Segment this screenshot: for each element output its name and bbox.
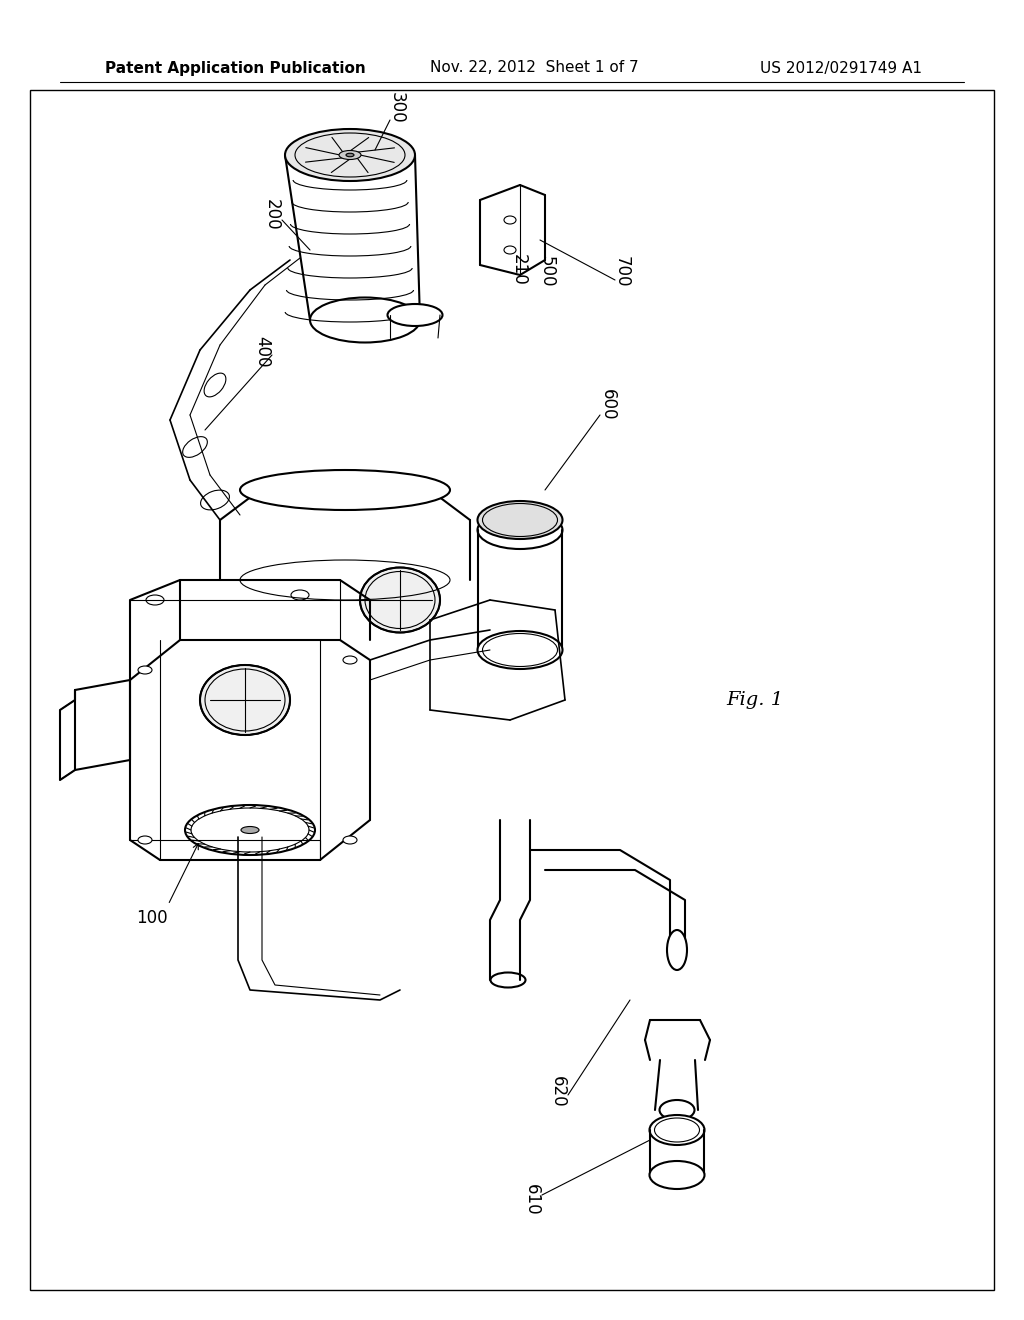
Text: Patent Application Publication: Patent Application Publication (105, 61, 366, 75)
Ellipse shape (138, 667, 152, 675)
Ellipse shape (659, 1100, 694, 1119)
Text: 210: 210 (510, 255, 528, 286)
Ellipse shape (339, 150, 361, 160)
Ellipse shape (310, 297, 420, 342)
Text: 600: 600 (599, 389, 617, 421)
Text: Fig. 1: Fig. 1 (726, 690, 783, 709)
Ellipse shape (387, 304, 442, 326)
Text: 620: 620 (549, 1076, 567, 1107)
Ellipse shape (360, 568, 440, 632)
Text: US 2012/0291749 A1: US 2012/0291749 A1 (760, 61, 922, 75)
Text: 300: 300 (388, 92, 406, 124)
Text: Nov. 22, 2012  Sheet 1 of 7: Nov. 22, 2012 Sheet 1 of 7 (430, 61, 639, 75)
Ellipse shape (346, 153, 354, 157)
Text: 700: 700 (613, 256, 631, 288)
Ellipse shape (343, 656, 357, 664)
Text: 610: 610 (523, 1184, 541, 1216)
Text: 500: 500 (538, 256, 556, 288)
Ellipse shape (477, 631, 562, 669)
Ellipse shape (343, 836, 357, 843)
Ellipse shape (649, 1115, 705, 1144)
Ellipse shape (649, 1162, 705, 1189)
Ellipse shape (200, 665, 290, 735)
Ellipse shape (240, 470, 450, 510)
Ellipse shape (185, 805, 315, 855)
Ellipse shape (241, 826, 259, 833)
Text: 100: 100 (136, 909, 168, 927)
Text: 200: 200 (263, 199, 281, 231)
Ellipse shape (667, 931, 687, 970)
Text: 400: 400 (253, 337, 271, 368)
Ellipse shape (477, 502, 562, 539)
Ellipse shape (477, 511, 562, 549)
Ellipse shape (138, 836, 152, 843)
Ellipse shape (285, 129, 415, 181)
